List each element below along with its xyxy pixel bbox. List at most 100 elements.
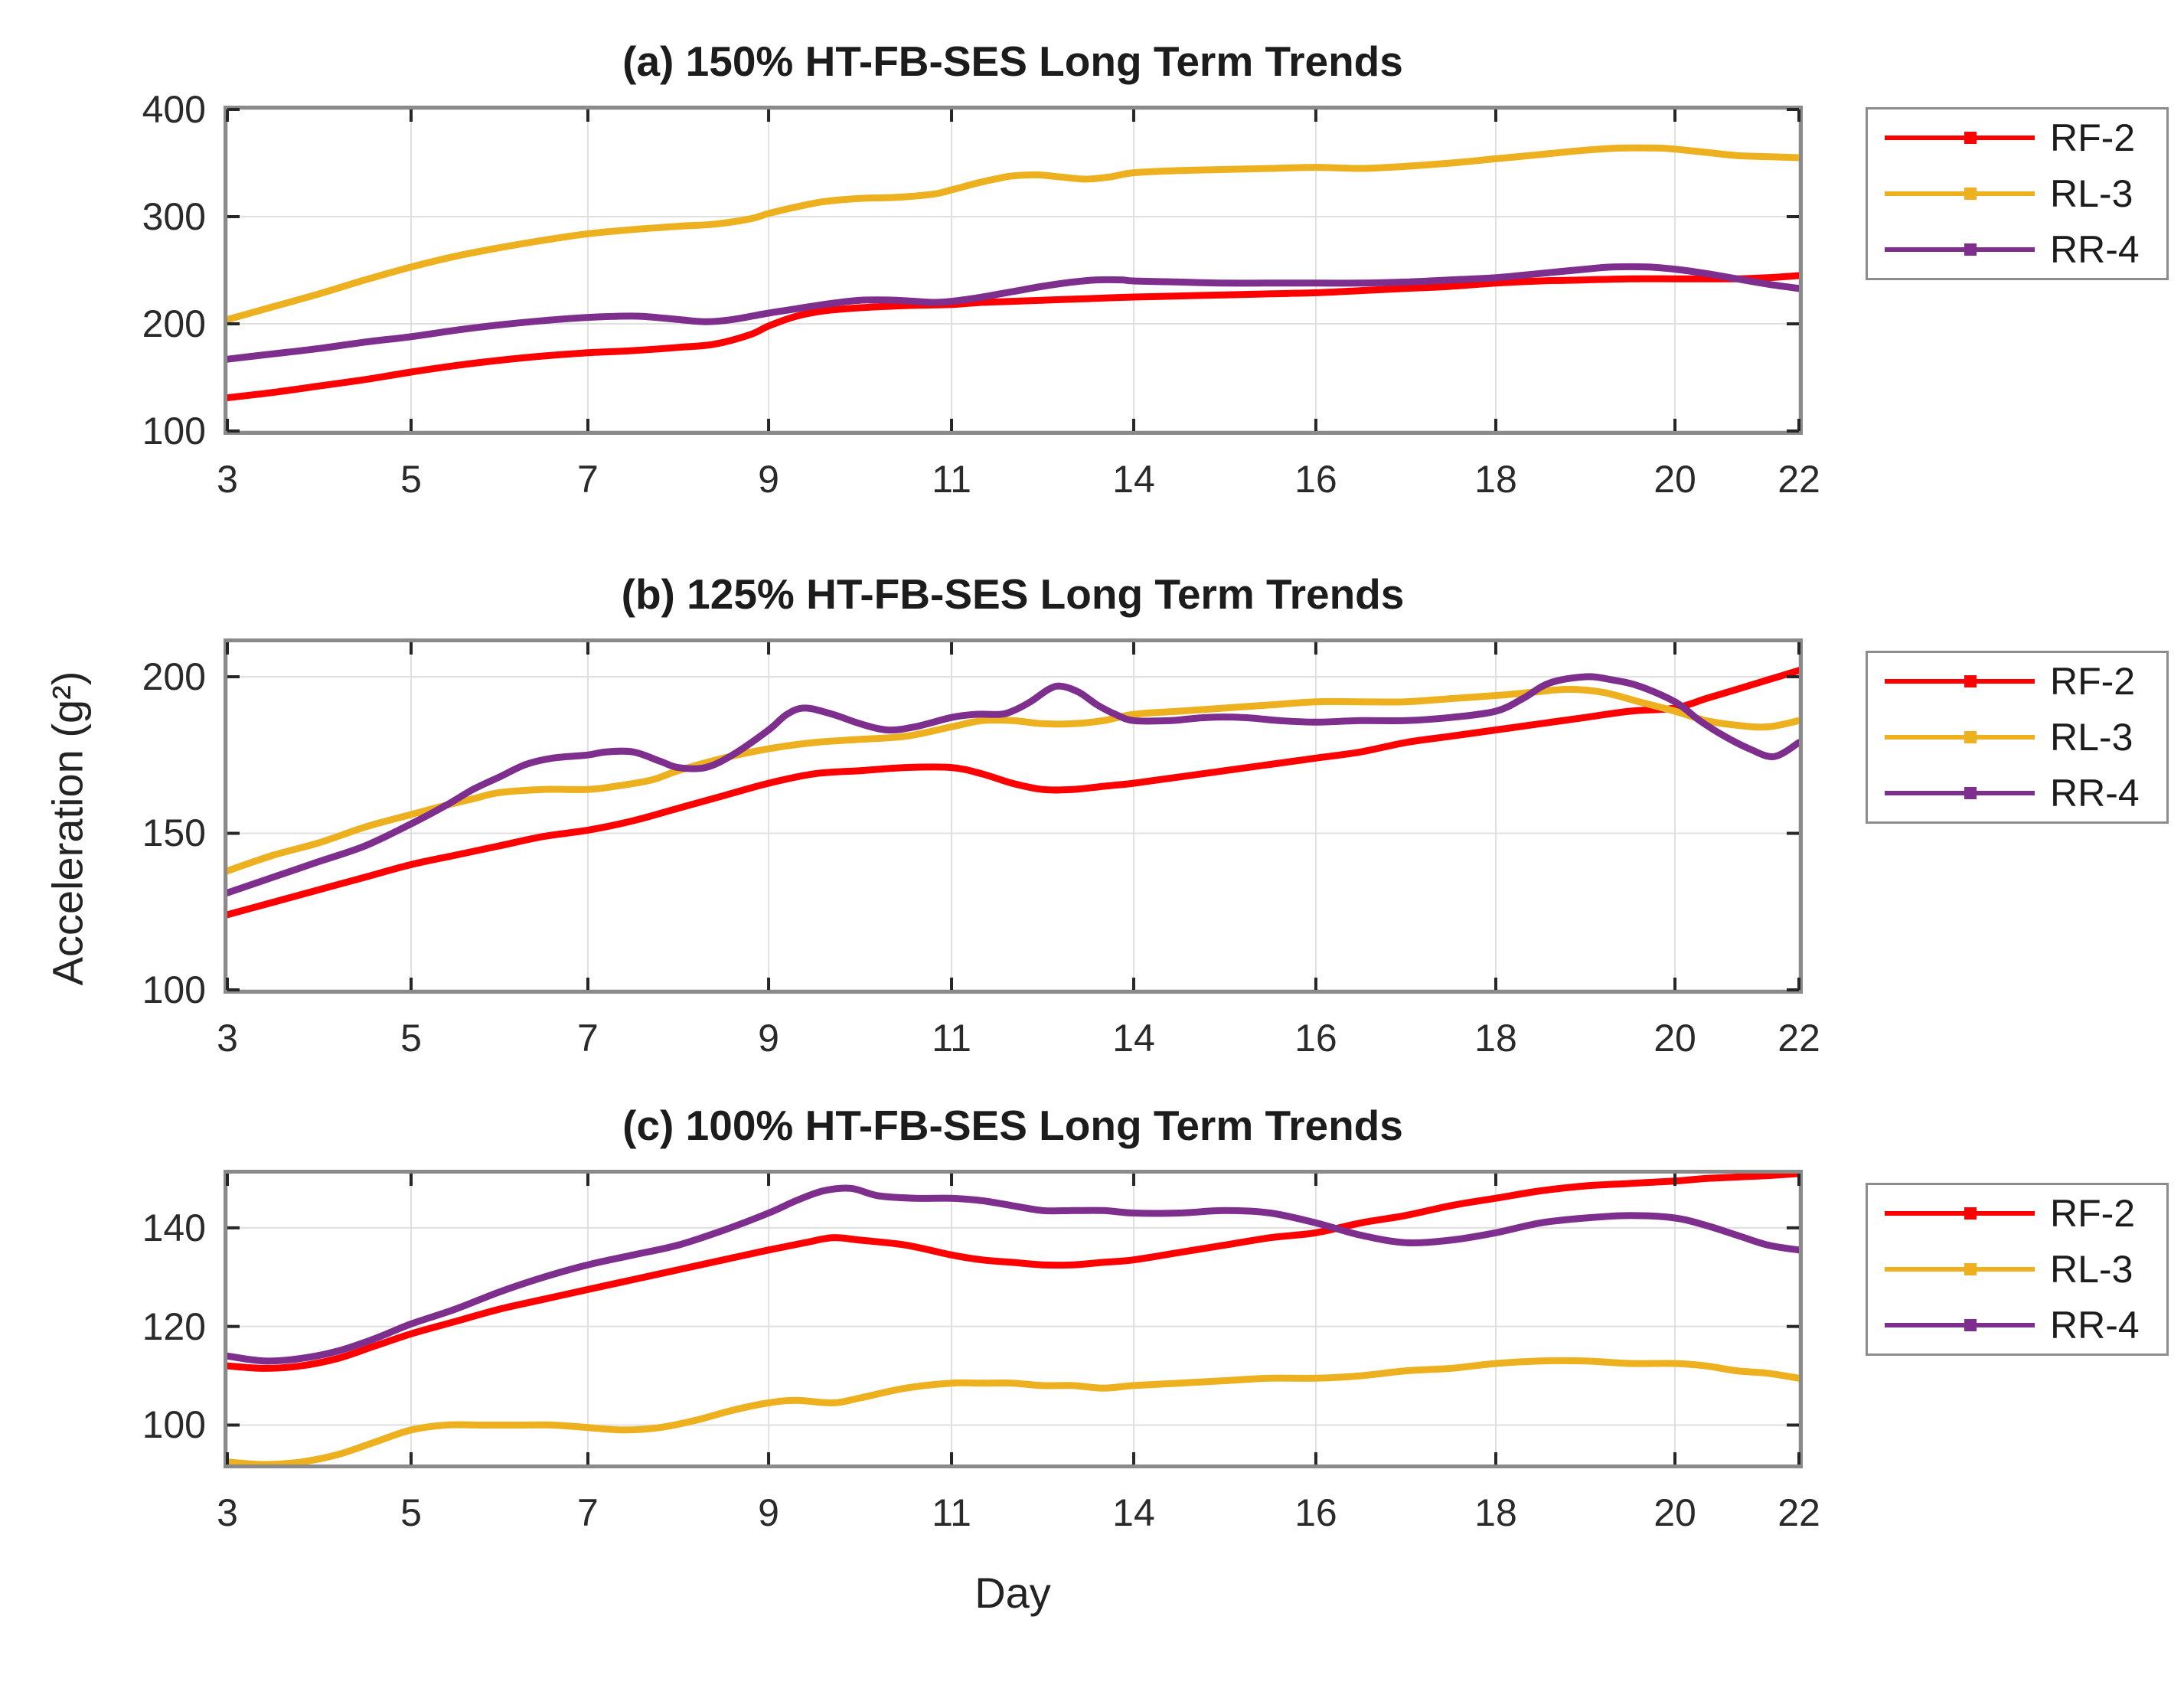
legend-line-sample: [1885, 1319, 2035, 1332]
x-tick-label: 9: [758, 1491, 779, 1534]
x-tick-label: 11: [932, 458, 971, 501]
legend-line-sample: [1885, 1207, 2035, 1220]
x-tick-label: 7: [577, 1017, 599, 1060]
y-tick-label: 200: [142, 302, 206, 345]
y-tick-label: 100: [142, 410, 206, 452]
y-tick-label: 140: [142, 1206, 206, 1249]
x-tick-label: 18: [1474, 458, 1517, 501]
legend-square-marker-icon: [1964, 787, 1977, 800]
x-tick-label: 22: [1778, 458, 1820, 501]
x-tick-label: 16: [1294, 458, 1337, 501]
x-tick-label: 7: [577, 458, 599, 501]
x-tick-label: 14: [1112, 1017, 1155, 1060]
legend-label: RR-4: [2050, 1304, 2140, 1347]
legend-line-sample: [1885, 674, 2035, 687]
series-line-rl-3: [224, 685, 1803, 875]
y-tick-label: 200: [142, 655, 206, 698]
chart-c-title: (c) 100% HT-FB-SES Long Term Trends: [622, 1102, 1403, 1149]
legend-a: RF-2 RL-3 RR-4: [1866, 107, 2169, 280]
x-tick-label: 7: [577, 1491, 599, 1534]
legend-square-marker-icon: [1964, 730, 1977, 743]
x-tick-label: 20: [1654, 1017, 1696, 1060]
y-axis-label: Acceleration (g²): [43, 671, 92, 986]
legend-square-marker-icon: [1964, 674, 1977, 687]
x-tick-label: 20: [1654, 458, 1696, 501]
legend-line-sample: [1885, 730, 2035, 743]
y-tick-label: 120: [142, 1305, 206, 1348]
legend-label: RF-2: [2050, 116, 2136, 159]
series-line-rr-4: [224, 1184, 1803, 1365]
x-tick-label: 11: [932, 1017, 971, 1060]
x-axis-label: Day: [974, 1569, 1051, 1617]
legend-line-sample: [1885, 1262, 2035, 1275]
chart-a-title: (a) 150% HT-FB-SES Long Term Trends: [622, 38, 1403, 85]
x-tick-label: 9: [758, 1017, 779, 1060]
axes-border: [224, 106, 1803, 435]
legend-square-marker-icon: [1964, 1319, 1977, 1332]
x-tick-label: 5: [400, 458, 422, 501]
x-tick-label: 3: [217, 1491, 238, 1534]
series-line-rf-2: [224, 667, 1803, 919]
y-tick-label: 300: [142, 195, 206, 238]
legend-entry-rl-3: RL-3: [1868, 165, 2166, 221]
legend-label: RF-2: [2050, 659, 2136, 703]
axes-border: [224, 638, 1803, 994]
x-tick-label: 22: [1778, 1017, 1820, 1060]
legend-label: RL-3: [2050, 1247, 2133, 1291]
series-line-rl-3: [224, 1357, 1803, 1468]
legend-line-sample: [1885, 187, 2035, 200]
legend-entry-rl-3: RL-3: [1868, 709, 2166, 765]
legend-line-sample: [1885, 787, 2035, 800]
x-tick-label: 14: [1112, 1491, 1155, 1534]
x-tick-label: 20: [1654, 1491, 1696, 1534]
series-line-rr-4: [224, 263, 1803, 363]
legend-square-marker-icon: [1964, 187, 1977, 200]
x-tick-label: 18: [1474, 1017, 1517, 1060]
legend-entry-rf-2: RF-2: [1868, 1185, 2166, 1241]
y-tick-label: 400: [142, 88, 206, 131]
y-tick-label: 100: [142, 1403, 206, 1447]
legend-label: RR-4: [2050, 228, 2140, 272]
x-tick-label: 5: [400, 1017, 422, 1060]
series-line-rr-4: [224, 673, 1803, 896]
chart-c-plot-area: [224, 1170, 1803, 1468]
legend-entry-rf-2: RF-2: [1868, 653, 2166, 709]
legend-entry-rr-4: RR-4: [1868, 1298, 2166, 1354]
x-tick-label: 18: [1474, 1491, 1517, 1534]
legend-c: RF-2 RL-3 RR-4: [1866, 1183, 2169, 1356]
x-tick-label: 11: [932, 1491, 971, 1534]
y-tick-label: 100: [142, 968, 206, 1011]
legend-label: RL-3: [2050, 715, 2133, 759]
legend-entry-rr-4: RR-4: [1868, 222, 2166, 278]
x-tick-label: 16: [1294, 1017, 1337, 1060]
series-line-rl-3: [224, 144, 1803, 323]
legend-b: RF-2 RL-3 RR-4: [1866, 651, 2169, 824]
chart-b-plot-area: [224, 638, 1803, 994]
x-tick-label: 16: [1294, 1491, 1337, 1534]
legend-entry-rr-4: RR-4: [1868, 766, 2166, 821]
legend-label: RR-4: [2050, 772, 2140, 815]
x-tick-label: 14: [1112, 458, 1155, 501]
x-tick-label: 22: [1778, 1491, 1820, 1534]
x-tick-label: 9: [758, 458, 779, 501]
axes-border: [224, 1170, 1803, 1468]
series-line-rf-2: [224, 1170, 1803, 1372]
x-tick-label: 5: [400, 1491, 422, 1534]
legend-line-sample: [1885, 243, 2035, 256]
legend-label: RF-2: [2050, 1191, 2136, 1235]
chart-a-plot-area: [224, 106, 1803, 435]
legend-square-marker-icon: [1964, 1262, 1977, 1275]
x-tick-label: 3: [217, 1017, 238, 1060]
legend-square-marker-icon: [1964, 131, 1977, 144]
x-tick-label: 3: [217, 458, 238, 501]
legend-entry-rf-2: RF-2: [1868, 109, 2166, 165]
series-line-rf-2: [224, 272, 1803, 402]
chart-b-title: (b) 125% HT-FB-SES Long Term Trends: [621, 570, 1405, 618]
legend-square-marker-icon: [1964, 243, 1977, 256]
legend-entry-rl-3: RL-3: [1868, 1241, 2166, 1297]
legend-line-sample: [1885, 131, 2035, 144]
legend-square-marker-icon: [1964, 1207, 1977, 1220]
y-tick-label: 150: [142, 811, 206, 855]
legend-label: RL-3: [2050, 171, 2133, 215]
